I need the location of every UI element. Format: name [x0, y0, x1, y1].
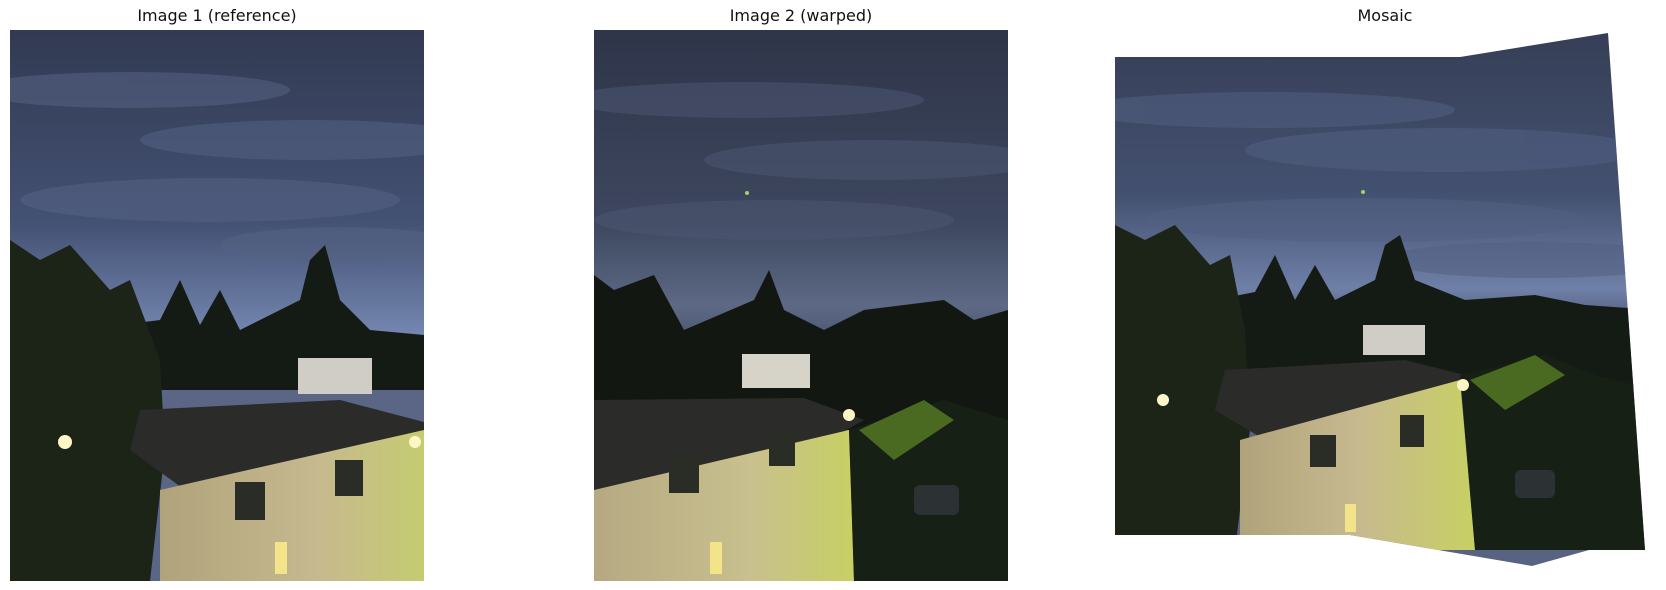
window-lit: [275, 542, 287, 574]
shed: [298, 358, 372, 394]
green-dot: [745, 191, 749, 195]
shed: [1363, 325, 1425, 355]
window: [1400, 415, 1424, 447]
shed: [742, 354, 810, 388]
warped-photo: [594, 30, 1008, 581]
window: [1310, 435, 1336, 467]
reference-photo: [10, 30, 424, 581]
window: [669, 455, 699, 493]
porch-light: [1457, 379, 1469, 391]
panel-title-reference: Image 1 (reference): [10, 6, 424, 25]
car: [1515, 470, 1555, 498]
porch-light: [843, 409, 855, 421]
green-dot: [1361, 190, 1365, 194]
porch-light: [409, 436, 421, 448]
mosaic-image: [1115, 30, 1655, 581]
street-light: [1157, 394, 1169, 406]
window-lit: [1345, 504, 1356, 532]
car: [914, 485, 959, 515]
street-light: [58, 435, 72, 449]
window: [235, 482, 265, 520]
panel-title-warped: Image 2 (warped): [594, 6, 1008, 25]
window: [769, 430, 795, 466]
window: [335, 460, 363, 496]
window-lit: [710, 542, 722, 574]
panel-title-mosaic: Mosaic: [1115, 6, 1655, 25]
